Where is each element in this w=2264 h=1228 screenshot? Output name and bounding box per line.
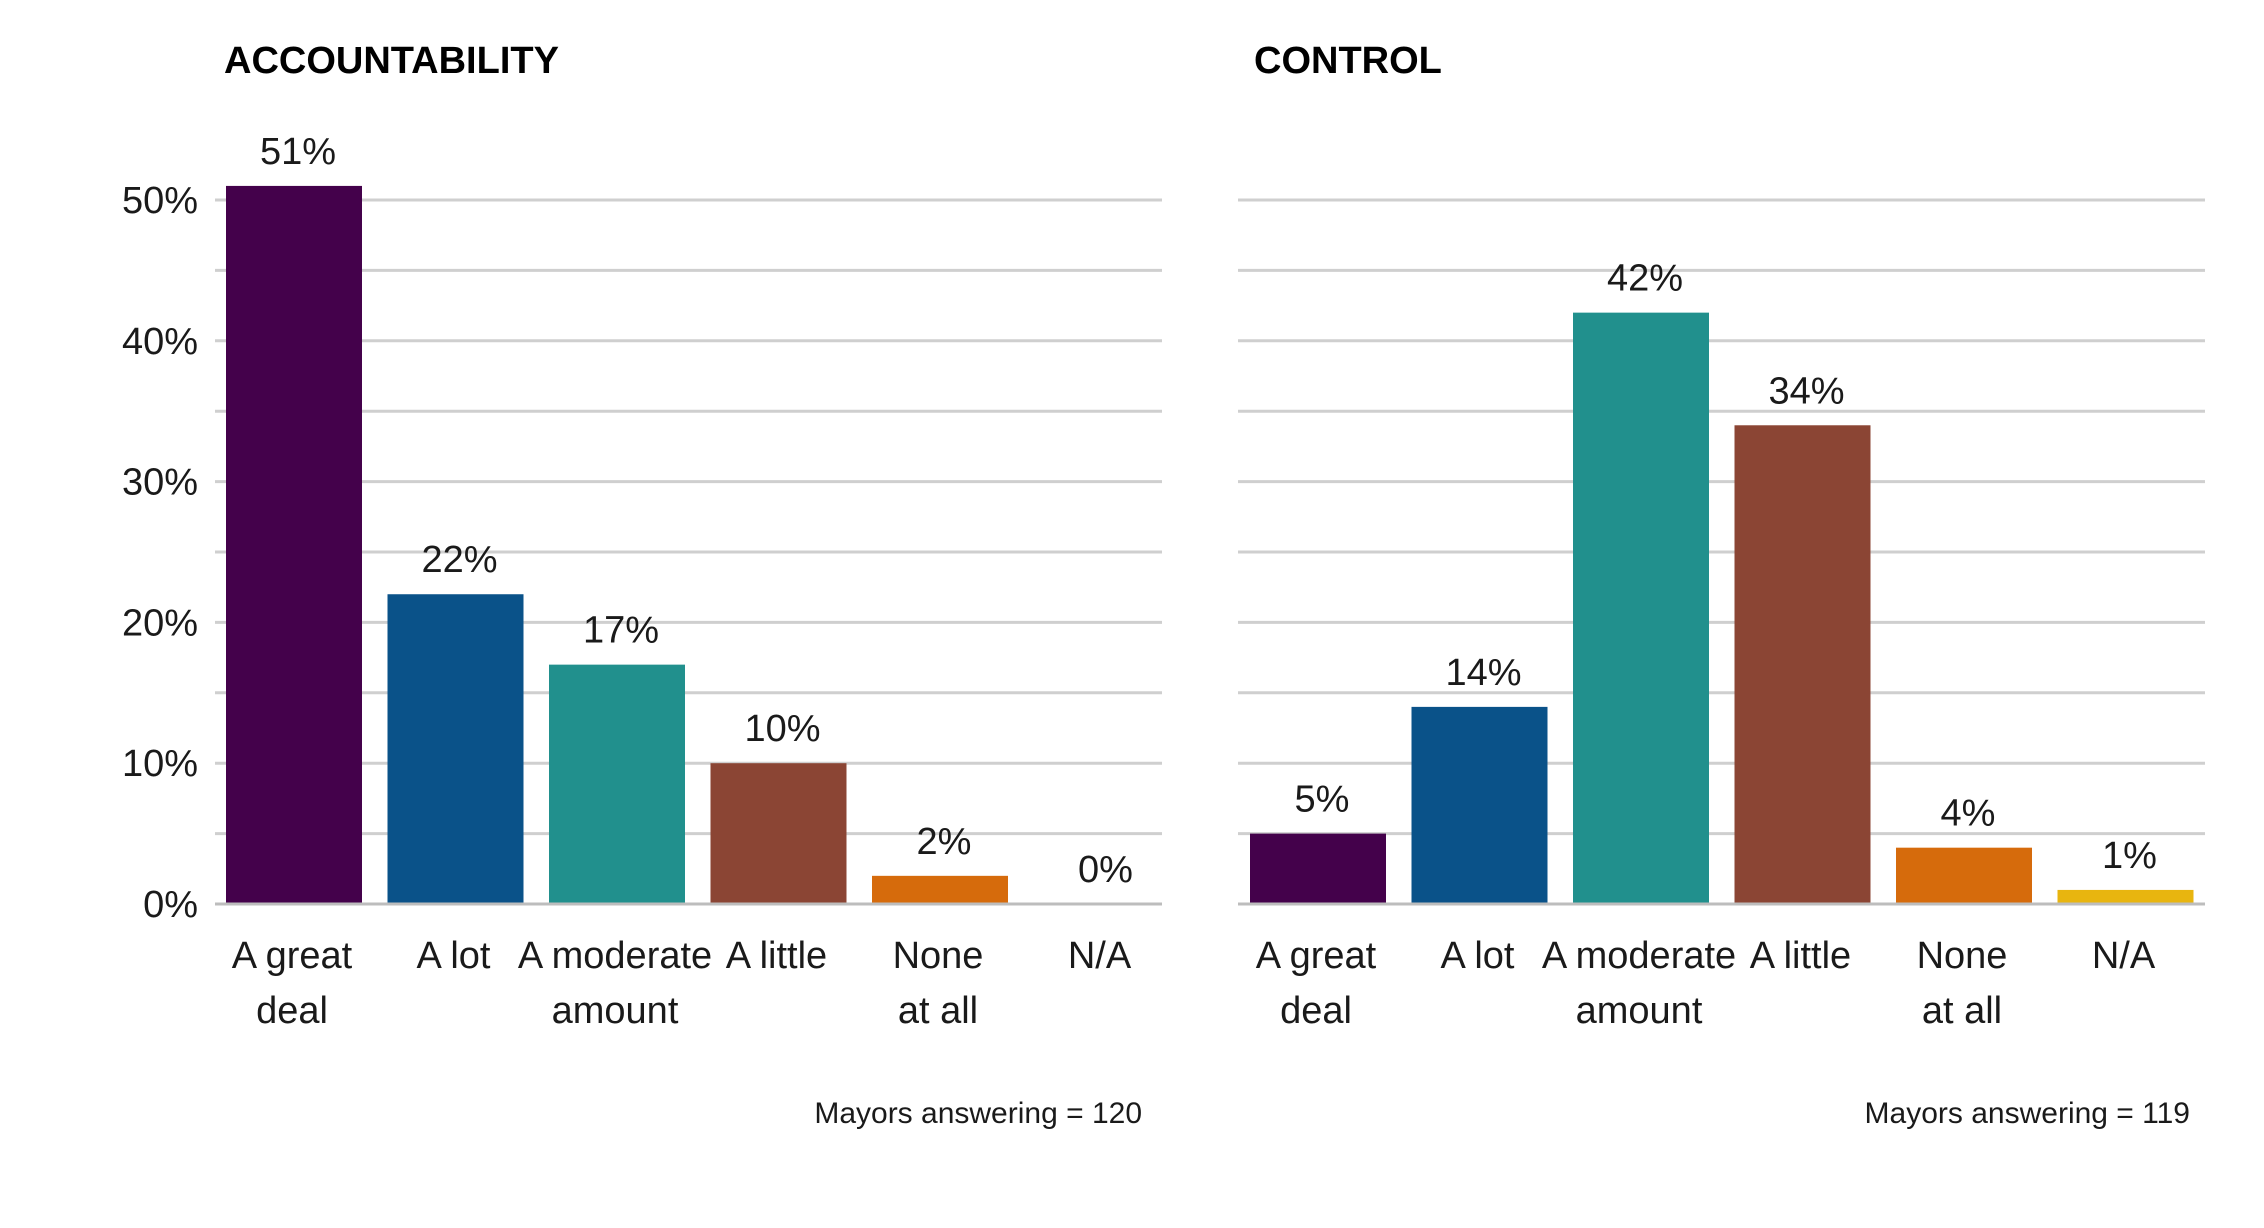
accountability-y-tick-label: 30%	[122, 462, 198, 504]
accountability-respondents-note: Mayors answering = 120	[814, 1097, 1142, 1130]
accountability-data-label-a-lot: 22%	[421, 539, 497, 581]
control-data-label-none-at-all: 4%	[1941, 793, 1996, 835]
accountability-y-tick-label: 40%	[122, 321, 198, 363]
accountability-data-label-a-little: 10%	[744, 708, 820, 750]
accountability-category-label-a-lot: A lot	[417, 935, 491, 977]
control-category-label-a-lot: A lot	[1441, 935, 1515, 977]
control-panel: CONTROL 5% A great deal 14% A lot 42% A moderat…	[1238, 40, 2205, 1130]
control-respondents-note: Mayors answering = 119	[1865, 1097, 2190, 1130]
control-bar-a-little	[1734, 425, 1871, 904]
accountability-category-label-none-at-all: None	[893, 935, 984, 977]
control-bar-a-lot	[1411, 706, 1548, 904]
control-data-label-n-a: 1%	[2102, 835, 2157, 877]
accountability-bar-none-at-all	[872, 875, 1008, 904]
accountability-bar-a-little	[710, 763, 847, 904]
accountability-category-label-none-at-all: at all	[898, 990, 978, 1032]
control-bar-n-a	[2057, 889, 2194, 904]
control-category-label-n-a: N/A	[2092, 935, 2156, 977]
control-category-label-a-great-deal: deal	[1280, 990, 1352, 1032]
accountability-bar-a-lot	[387, 594, 524, 904]
control-chart-title: CONTROL	[1254, 40, 1442, 82]
accountability-panel: ACCOUNTABILITY 0% 10% 20% 30% 40% 50% 51% A grea…	[122, 40, 1162, 1130]
control-bar-a-moderate-amount	[1573, 312, 1709, 904]
accountability-data-label-a-moderate-amount: 17%	[583, 610, 659, 652]
accountability-chart-title: ACCOUNTABILITY	[224, 40, 559, 82]
accountability-category-label-a-moderate-amount: amount	[552, 990, 679, 1032]
control-data-label-a-little: 34%	[1768, 370, 1844, 412]
control-data-label-a-lot: 14%	[1445, 652, 1521, 694]
accountability-category-label-a-moderate-amount: A moderate	[518, 935, 712, 977]
control-data-label-a-moderate-amount: 42%	[1607, 258, 1683, 300]
control-category-label-a-moderate-amount: A moderate	[1542, 935, 1736, 977]
control-data-label-a-great-deal: 5%	[1295, 779, 1350, 821]
accountability-bar-a-great-deal	[226, 185, 362, 905]
control-bar-a-great-deal	[1250, 833, 1386, 904]
accountability-category-label-a-great-deal: A great	[232, 935, 353, 977]
accountability-data-label-n-a: 0%	[1078, 849, 1133, 891]
control-category-label-a-little: A little	[1750, 935, 1851, 977]
control-bar-none-at-all	[1896, 847, 2032, 904]
accountability-y-tick-label: 20%	[122, 602, 198, 644]
accountability-bar-a-moderate-amount	[549, 664, 685, 904]
accountability-data-label-none-at-all: 2%	[917, 821, 972, 863]
accountability-category-label-n-a: N/A	[1068, 935, 1132, 977]
accountability-category-label-a-little: A little	[726, 935, 827, 977]
accountability-data-label-a-great-deal: 51%	[260, 131, 336, 173]
control-category-label-none-at-all: None	[1917, 935, 2008, 977]
accountability-y-tick-label: 50%	[122, 180, 198, 222]
control-category-label-none-at-all: at all	[1922, 990, 2002, 1032]
control-category-label-a-moderate-amount: amount	[1576, 990, 1703, 1032]
accountability-category-label-a-great-deal: deal	[256, 990, 328, 1032]
accountability-y-tick-label: 10%	[122, 743, 198, 785]
accountability-y-tick-label: 0%	[143, 884, 198, 926]
control-category-label-a-great-deal: A great	[1256, 935, 1377, 977]
